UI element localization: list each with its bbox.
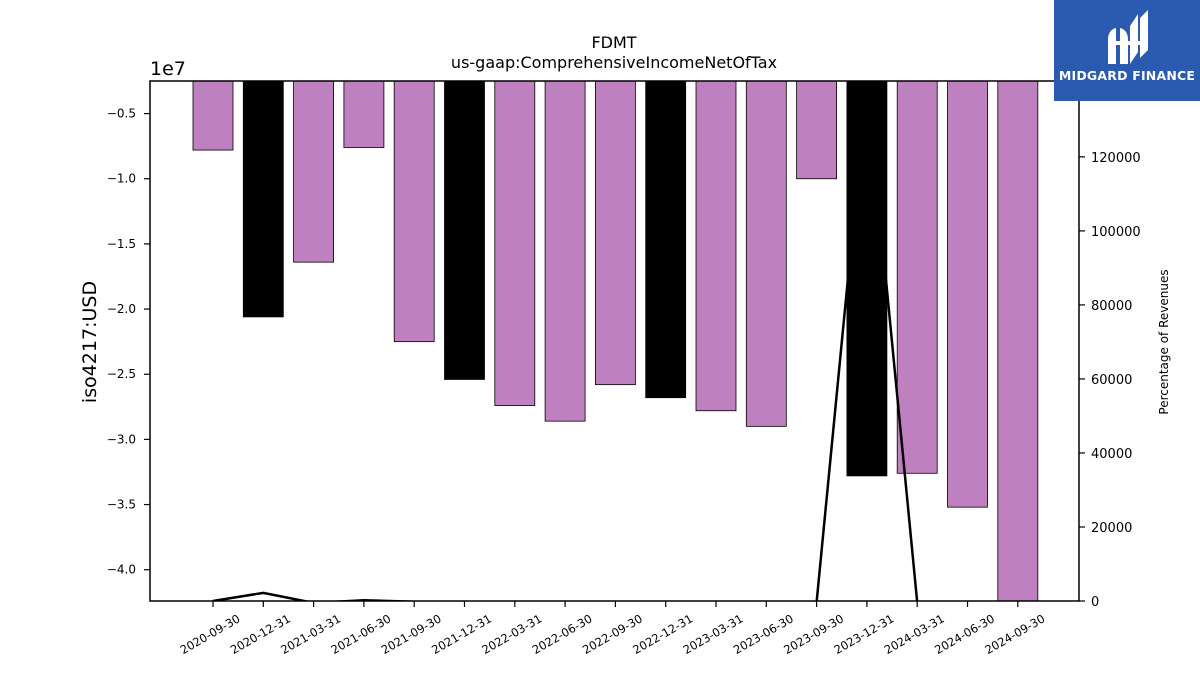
bar-2021-12-31 xyxy=(444,80,485,380)
bar-2023-12-31 xyxy=(846,80,888,477)
bar-2023-03-31 xyxy=(695,80,737,412)
y2-tick-label: 100000 xyxy=(1091,225,1141,240)
y2-tick-label: 20000 xyxy=(1091,521,1132,536)
y-axis-label: iso4217:USD xyxy=(79,281,101,403)
y-tick-label: −1.0 xyxy=(107,172,136,186)
bar-2024-09-30 xyxy=(997,80,1039,602)
y2-tick-label: 80000 xyxy=(1091,299,1132,314)
bar-2024-03-31 xyxy=(896,80,938,474)
chart-subtitle: us-gaap:ComprehensiveIncomeNetOfTax xyxy=(451,53,777,72)
y-tick-label: −1.5 xyxy=(107,237,136,251)
bar-2022-03-31 xyxy=(494,80,536,406)
percentage-line xyxy=(212,82,1018,601)
y-tick-label: −0.5 xyxy=(107,107,136,121)
bar-2022-12-31 xyxy=(645,80,687,399)
bar-2023-06-30 xyxy=(745,80,787,427)
bar-2023-09-30 xyxy=(796,80,837,180)
y-tick-label: −3.5 xyxy=(107,498,136,512)
y2-tick-label: 40000 xyxy=(1091,447,1132,462)
y2-tick-label: 60000 xyxy=(1091,373,1132,388)
line-layer xyxy=(212,82,1018,601)
y2-tick-label: 120000 xyxy=(1091,151,1141,166)
y-tick-label: −2.5 xyxy=(107,367,136,381)
bar-2021-09-30 xyxy=(393,80,435,343)
plot-frame xyxy=(149,80,1080,602)
bar-2021-03-31 xyxy=(293,80,335,263)
bar-2022-09-30 xyxy=(595,80,636,386)
bar-2020-12-31 xyxy=(242,80,284,318)
midgard-logo-icon xyxy=(1108,10,1148,64)
y-tick-label: −3.0 xyxy=(107,432,136,446)
bar-2024-06-30 xyxy=(947,80,988,508)
chart-title: FDMT xyxy=(591,33,636,52)
bar-2020-09-30 xyxy=(192,80,234,151)
bars-layer xyxy=(192,80,1039,602)
bar-2021-06-30 xyxy=(343,80,385,148)
y-offset-label: 1e7 xyxy=(150,58,186,80)
y-tick-label: −4.0 xyxy=(107,563,136,577)
y-tick-label: −2.0 xyxy=(107,302,136,316)
y2-axis-label: Percentage of Revenues xyxy=(1157,269,1171,414)
y-axis-ticks: −0.5 −1.0 −1.5 −2.0 −2.5 −3.0 −3.5 −4.0 xyxy=(107,107,150,577)
brand-name: MIDGARD FINANCE xyxy=(1058,68,1196,83)
y2-tick-label: 0 xyxy=(1091,595,1099,610)
y2-axis-ticks: 0 20000 40000 60000 80000 100000 120000 xyxy=(1079,151,1141,610)
midgard-finance-logo: MIDGARD FINANCE xyxy=(1054,0,1200,101)
bar-2022-06-30 xyxy=(544,80,586,422)
x-axis-ticks: 2020-09-302020-12-312021-03-312021-06-30… xyxy=(178,601,1047,657)
